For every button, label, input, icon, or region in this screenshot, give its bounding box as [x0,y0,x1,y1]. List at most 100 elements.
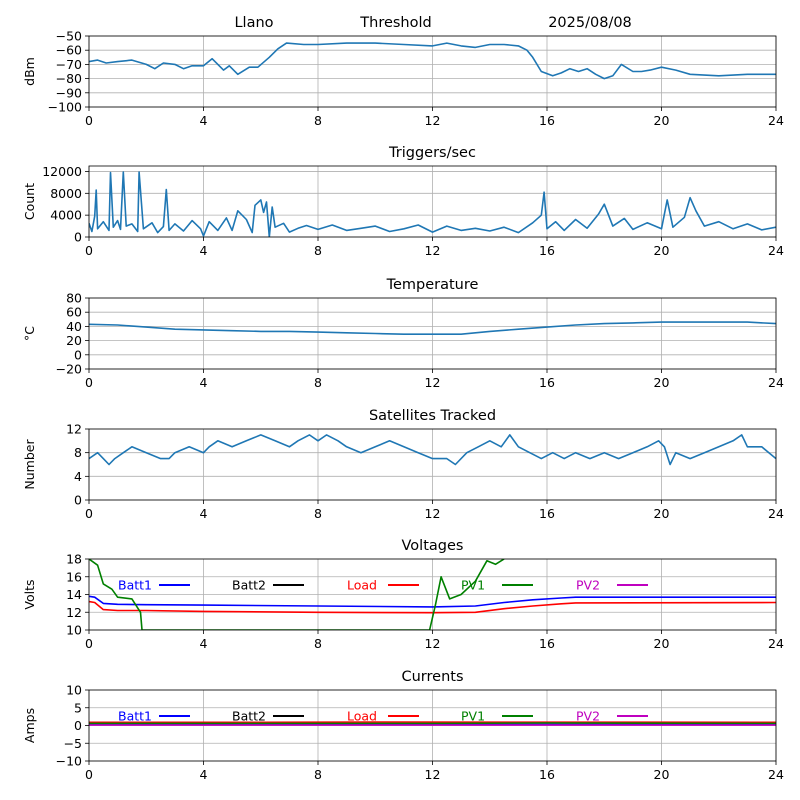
chart-title: Satellites Tracked [369,408,496,424]
x-tick-label: 0 [85,767,93,782]
y-tick-label: 12 [66,605,82,620]
x-tick-label: 20 [654,506,670,521]
x-tick-label: 0 [85,243,93,258]
x-tick-label: 24 [768,375,784,390]
y-tick-label: 4000 [50,208,82,223]
y-axis-label: Amps [22,708,37,743]
y-axis-label: Volts [22,579,37,609]
legend-label-pv1: PV1 [461,578,485,593]
x-tick-label: 8 [314,113,322,128]
x-tick-label: 8 [314,506,322,521]
y-tick-label: −20 [56,362,82,377]
legend-label-load: Load [347,578,377,593]
y-tick-label: 40 [66,319,82,334]
x-tick-label: 16 [539,113,555,128]
x-tick-label: 24 [768,113,784,128]
x-tick-label: 16 [539,506,555,521]
y-tick-label: 14 [66,587,82,602]
series-line-batt1 [89,595,776,608]
threshold-title: Threshold [359,15,431,31]
date-title: 2025/08/08 [548,15,632,31]
x-tick-label: 4 [200,636,208,651]
legend-label-pv2: PV2 [576,709,600,724]
series-line-0 [89,321,776,335]
legend-label-batt2: Batt2 [232,578,266,593]
chart-panel-5: 0 4 8 12 16 20 24 −10 −5 0 5 10 Currents Amps Batt1 Bat… [22,669,784,782]
chart-title: Voltages [402,538,464,554]
legend-label-batt1: Batt1 [118,709,152,724]
x-tick-label: 16 [539,243,555,258]
series-line-pv1 [89,559,505,630]
series-group [89,721,776,726]
y-axis-label: dBm [22,57,37,86]
chart-panel-4: 0 4 8 12 16 20 24 10 12 14 16 18 Voltages Volts Batt1 B… [22,538,784,651]
y-tick-label: 12000 [42,164,82,179]
x-tick-label: 12 [425,767,441,782]
x-tick-label: 8 [314,375,322,390]
y-tick-label: −50 [56,29,82,44]
x-tick-label: 4 [200,243,208,258]
chart-title: Triggers/sec [388,145,476,161]
x-tick-label: 4 [200,375,208,390]
x-tick-label: 20 [654,113,670,128]
chart-panel-3: 0 4 8 12 16 20 24 0 4 8 12 Satellites Tracked Number [22,408,784,521]
legend-label-load: Load [347,709,377,724]
y-tick-label: −90 [56,85,82,100]
y-tick-label: 4 [74,469,82,484]
y-tick-label: 20 [66,333,82,348]
series-group [89,434,776,466]
x-tick-label: 0 [85,636,93,651]
x-tick-label: 20 [654,243,670,258]
x-tick-label: 0 [85,113,93,128]
x-tick-label: 16 [539,636,555,651]
x-tick-label: 4 [200,767,208,782]
x-tick-label: 12 [425,375,441,390]
y-tick-label: 5 [74,700,82,715]
series-group [89,171,776,237]
series-group [89,559,776,630]
y-tick-label: 0 [74,718,82,733]
y-tick-label: 60 [66,305,82,320]
series-group [89,321,776,335]
legend-label-batt2: Batt2 [232,709,266,724]
x-tick-label: 12 [425,113,441,128]
legend-label-pv2: PV2 [576,578,600,593]
x-tick-label: 12 [425,506,441,521]
legend-label-pv1: PV1 [461,709,485,724]
x-tick-label: 12 [425,636,441,651]
y-tick-label: −60 [56,43,82,58]
x-tick-label: 4 [200,113,208,128]
series-line-0 [89,42,776,80]
x-tick-label: 20 [654,375,670,390]
x-tick-label: 12 [425,243,441,258]
x-tick-label: 0 [85,506,93,521]
y-tick-label: 18 [66,552,82,567]
y-tick-label: −100 [48,100,82,115]
x-tick-label: 8 [314,243,322,258]
x-tick-label: 16 [539,767,555,782]
chart-panel-1: 0 4 8 12 16 20 24 0 4000 8000 12000 Triggers/sec Cou… [22,145,784,258]
x-tick-label: 24 [768,636,784,651]
x-tick-label: 24 [768,243,784,258]
y-tick-label: 0 [74,230,82,245]
series-group [89,42,776,80]
y-tick-label: 10 [66,623,82,638]
y-axis-label: Number [22,439,37,490]
y-tick-label: −70 [56,57,82,72]
y-tick-label: 0 [74,493,82,508]
x-tick-label: 24 [768,506,784,521]
y-tick-label: 10 [66,683,82,698]
x-tick-label: 24 [768,767,784,782]
y-axis-label: °C [22,326,37,341]
chart-title: Temperature [386,277,479,293]
x-tick-label: 0 [85,375,93,390]
y-tick-label: −80 [56,71,82,86]
gridlines [88,428,777,501]
x-tick-label: 20 [654,767,670,782]
y-tick-label: 12 [66,422,82,437]
series-line-0 [89,434,776,466]
x-tick-label: 20 [654,636,670,651]
series-line-load [89,600,776,614]
